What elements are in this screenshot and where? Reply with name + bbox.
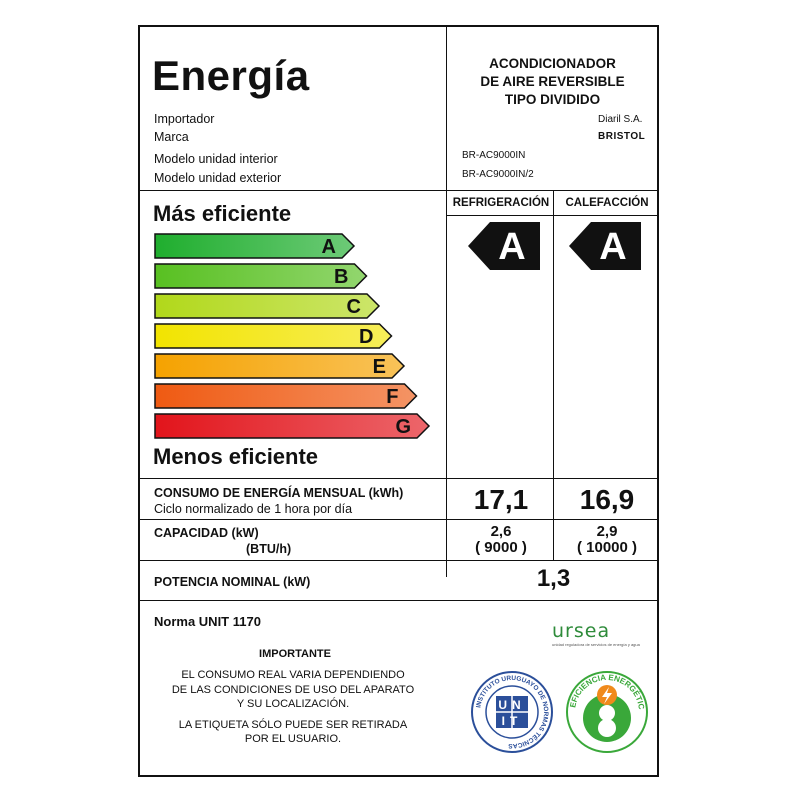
column-divider (553, 190, 554, 560)
efficiency-class-d: D (154, 323, 394, 349)
notice-line-2: DE LAS CONDICIONES DE USO DEL APARATO (171, 683, 415, 696)
heating-class-letter: A (599, 226, 626, 268)
efficiency-class-letter: C (347, 296, 361, 318)
center-divider (446, 25, 447, 577)
brand-label: Marca (154, 130, 189, 144)
unit-top-letters: UN (498, 698, 525, 712)
heating-capacity-kw: 2,9 (596, 523, 618, 540)
cooling-capacity-kw: 2,6 (490, 523, 512, 540)
ursea-logo: ursea unidad reguladora de servicios de … (552, 620, 642, 647)
column-header-divider (446, 215, 659, 216)
least-efficient-label: Menos eficiente (153, 444, 319, 469)
product-type: ACONDICIONADOR DE AIRE REVERSIBLE TIPO D… (450, 55, 655, 109)
ursea-wordmark: ursea (552, 620, 611, 642)
notice-line-1: EL CONSUMO REAL VARIA DEPENDIENDO (181, 669, 405, 681)
efficiency-class-letter: A (322, 236, 336, 258)
efficiency-class-letter: F (386, 386, 398, 408)
unit-seal: INSTITUTO URUGUAYO DE NORMAS TÉCNICAS UN… (470, 670, 554, 759)
efficiency-class-letter: B (334, 266, 348, 288)
power-label: POTENCIA NOMINAL (kW) (154, 575, 311, 589)
cooling-class-letter: A (498, 226, 525, 268)
efficiency-class-g: G (154, 413, 431, 439)
consumption-label: CONSUMO DE ENERGÍA MENSUAL (kWh) (154, 486, 404, 500)
heating-capacity-btu: ( 10000 ) (576, 539, 638, 556)
outdoor-model-value: BR-AC9000IN/2 (462, 169, 534, 180)
notice-line-3: Y SU LOCALIZACIÓN. (236, 698, 350, 710)
cooling-capacity: 2,6 ( 9000 ) (448, 524, 554, 556)
notice-line-5: POR EL USUARIO. (244, 733, 342, 745)
product-line-1: ACONDICIONADOR (489, 56, 616, 71)
brand-value: BRISTOL (598, 131, 646, 142)
most-efficient-label: Más eficiente (153, 201, 292, 226)
efficiency-class-e: E (154, 353, 406, 379)
cooling-header: REFRIGERACIÓN (452, 197, 550, 209)
product-line-2: DE AIRE REVERSIBLE (480, 74, 625, 89)
importer-label: Importador (154, 112, 215, 126)
efficiency-class-letter: G (395, 416, 411, 438)
power-divider (138, 600, 659, 601)
important-title: IMPORTANTE (259, 648, 331, 660)
importer-value: Diaril S.A. (598, 114, 643, 125)
product-line-3: TIPO DIVIDIDO (504, 92, 601, 107)
efficiency-class-letter: D (359, 326, 373, 348)
consumption-divider (138, 519, 659, 520)
cooling-class-badge: A (468, 222, 540, 275)
page-title: Energía (152, 52, 310, 99)
norm-label: Norma UNIT 1170 (154, 614, 261, 629)
consumption-sublabel: Ciclo normalizado de 1 hora por día (154, 502, 353, 516)
efficiency-class-letter: E (373, 356, 386, 378)
capacity-label: CAPACIDAD (kW) (154, 526, 259, 540)
outdoor-model-label: Modelo unidad exterior (154, 171, 282, 185)
efficiency-seal: EFICIENCIA ENERGÉTICA (562, 663, 649, 759)
label-frame (138, 25, 659, 777)
efficiency-class-a: A (154, 233, 356, 259)
cooling-capacity-btu: ( 9000 ) (475, 539, 527, 556)
heating-header: CALEFACCIÓN (565, 197, 649, 209)
capacity-sublabel: (BTU/h) (246, 542, 292, 556)
important-notice: EL CONSUMO REAL VARIA DEPENDIENDO DE LAS… (140, 668, 446, 747)
efficiency-class-f: F (154, 383, 419, 409)
indoor-model-label: Modelo unidad interior (154, 152, 278, 166)
heating-class-badge: A (569, 222, 641, 275)
unit-bottom-letters: IT (502, 714, 523, 728)
bolt-icon (602, 687, 612, 704)
notice-line-4: LA ETIQUETA SÓLO PUEDE SER RETIRADA (178, 718, 408, 731)
heating-consumption: 16,9 (579, 484, 635, 515)
efficiency-class-c: C (154, 293, 381, 319)
capacity-divider (138, 560, 659, 561)
heating-capacity: 2,9 ( 10000 ) (555, 524, 659, 556)
scale-divider (138, 478, 659, 479)
header-divider (138, 190, 659, 191)
power-value: 1,3 (536, 565, 571, 592)
cooling-consumption: 17,1 (473, 484, 529, 515)
efficiency-class-b: B (154, 263, 369, 289)
indoor-model-value: BR-AC9000IN (462, 150, 526, 161)
ursea-tagline: unidad reguladora de servicios de energí… (552, 642, 640, 647)
